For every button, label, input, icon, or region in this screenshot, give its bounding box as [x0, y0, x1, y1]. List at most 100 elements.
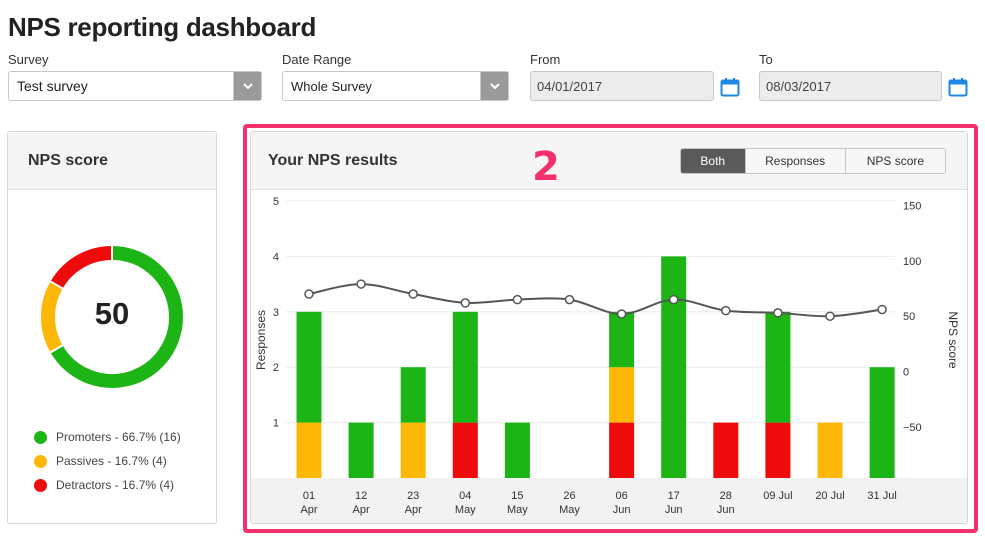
legend-label: Detractors - 16.7% (4)	[56, 478, 175, 492]
y-tick-label: 4	[273, 251, 279, 263]
calendar-icon[interactable]	[720, 77, 740, 97]
page-title: NPS reporting dashboard	[8, 12, 317, 42]
x-tick-label: 12	[355, 490, 367, 502]
bar-detractors[interactable]	[452, 422, 478, 478]
donut-separator	[49, 280, 65, 290]
y-tick-label: 5	[273, 196, 279, 208]
nps-score-point[interactable]	[408, 289, 418, 299]
nps-score-point[interactable]	[356, 279, 366, 289]
x-tick-label: Apr	[300, 504, 317, 516]
x-tick-label: 20 Jul	[815, 490, 844, 502]
legend-label: Promoters - 66.7% (16)	[56, 430, 181, 444]
bar-promoters[interactable]	[452, 311, 478, 423]
y2-tick-label: 100	[903, 256, 921, 268]
chevron-down-icon[interactable]	[233, 72, 261, 100]
highlight-frame	[243, 124, 978, 533]
nps-score-point[interactable]	[668, 294, 679, 305]
legend-item: Promoters - 66.7% (16)	[34, 430, 181, 444]
nps-donut-chart	[41, 245, 183, 388]
legend-dot	[34, 478, 47, 492]
x-tick-label: 28	[720, 490, 732, 502]
bar-promoters[interactable]	[609, 311, 635, 368]
bar-promoters[interactable]	[661, 256, 687, 478]
calendar-icon[interactable]	[948, 77, 968, 97]
y2-tick-label: 50	[903, 311, 915, 323]
x-tick-label: 01	[303, 490, 315, 502]
date-range-label: Date Range	[282, 52, 352, 67]
nps-score-point[interactable]	[773, 308, 783, 318]
date-range-select-value: Whole Survey	[291, 78, 372, 94]
bar-detractors[interactable]	[713, 422, 739, 478]
bar-promoters[interactable]	[504, 422, 530, 478]
x-tick-label: 23	[407, 490, 419, 502]
donut-slice-passives	[41, 281, 63, 353]
survey-select[interactable]: Test survey	[8, 71, 262, 101]
x-axis-band	[251, 478, 967, 523]
legend-dot	[34, 430, 47, 444]
nps-score-point[interactable]	[564, 294, 575, 305]
from-label: From	[530, 52, 561, 67]
nps-score-point[interactable]	[460, 298, 471, 308]
y2-tick-label: −50	[903, 422, 922, 434]
legend-dot	[34, 454, 47, 468]
nps-score-value: 50	[94, 296, 130, 331]
bar-promoters[interactable]	[400, 367, 426, 423]
view-toggle: Both Responses NPS score	[680, 148, 946, 174]
nps-score-panel-title: NPS score	[8, 132, 216, 190]
bar-detractors[interactable]	[609, 422, 635, 478]
nps-score-point[interactable]	[616, 309, 627, 319]
toggle-nps-score-button[interactable]: NPS score	[845, 149, 945, 173]
donut-slice-promoters	[50, 246, 183, 388]
to-label: To	[759, 52, 773, 67]
y-axis-title: Responses	[254, 310, 268, 370]
nps-score-point[interactable]	[877, 304, 887, 315]
x-tick-label: May	[507, 504, 528, 516]
x-tick-label: Jun	[717, 504, 735, 516]
chevron-down-icon[interactable]	[480, 72, 508, 100]
x-tick-label: 09 Jul	[763, 490, 792, 502]
bar-passives[interactable]	[817, 422, 843, 478]
bar-passives[interactable]	[609, 367, 635, 423]
donut-slice-detractors	[50, 246, 113, 289]
nps-score-point[interactable]	[304, 289, 314, 299]
x-tick-label: May	[455, 504, 476, 516]
x-tick-label: 15	[511, 490, 523, 502]
x-tick-label: Jun	[613, 504, 631, 516]
nps-score-point[interactable]	[825, 311, 835, 321]
legend-item: Detractors - 16.7% (4)	[34, 478, 174, 492]
x-tick-label: 17	[668, 490, 680, 502]
x-tick-label: May	[559, 504, 580, 516]
survey-select-value: Test survey	[17, 78, 88, 94]
x-tick-label: Apr	[353, 504, 370, 516]
to-date-field[interactable]: 08/03/2017	[759, 71, 942, 101]
toggle-both-button[interactable]: Both	[681, 149, 746, 173]
bar-promoters[interactable]	[869, 367, 895, 478]
from-date-field[interactable]: 04/01/2017	[530, 71, 714, 101]
x-tick-label: 04	[459, 490, 471, 502]
y2-tick-label: 150	[903, 200, 921, 212]
bar-promoters[interactable]	[296, 311, 322, 423]
y2-axis-title: NPS score	[946, 311, 960, 369]
y2-tick-label: 0	[903, 367, 909, 379]
nps-score-point[interactable]	[721, 305, 731, 316]
y-tick-label: 2	[273, 362, 279, 374]
bar-passives[interactable]	[296, 422, 322, 478]
y-tick-label: 3	[273, 307, 279, 319]
x-tick-label: 26	[563, 490, 575, 502]
bar-passives[interactable]	[400, 422, 426, 478]
bar-detractors[interactable]	[765, 422, 791, 478]
x-tick-label: 06	[615, 490, 627, 502]
toggle-responses-button[interactable]: Responses	[745, 149, 846, 173]
date-range-select[interactable]: Whole Survey	[282, 71, 509, 101]
nps-score-point[interactable]	[512, 294, 523, 305]
survey-label: Survey	[8, 52, 49, 67]
legend-item: Passives - 16.7% (4)	[34, 454, 167, 468]
x-tick-label: Apr	[405, 504, 422, 516]
donut-separator	[49, 344, 64, 354]
bar-promoters[interactable]	[765, 311, 791, 423]
x-tick-label: 31 Jul	[867, 490, 896, 502]
x-tick-label: Jun	[665, 504, 683, 516]
bar-promoters[interactable]	[348, 422, 374, 478]
annotation-marker: 2	[532, 144, 560, 190]
legend-label: Passives - 16.7% (4)	[56, 454, 167, 468]
